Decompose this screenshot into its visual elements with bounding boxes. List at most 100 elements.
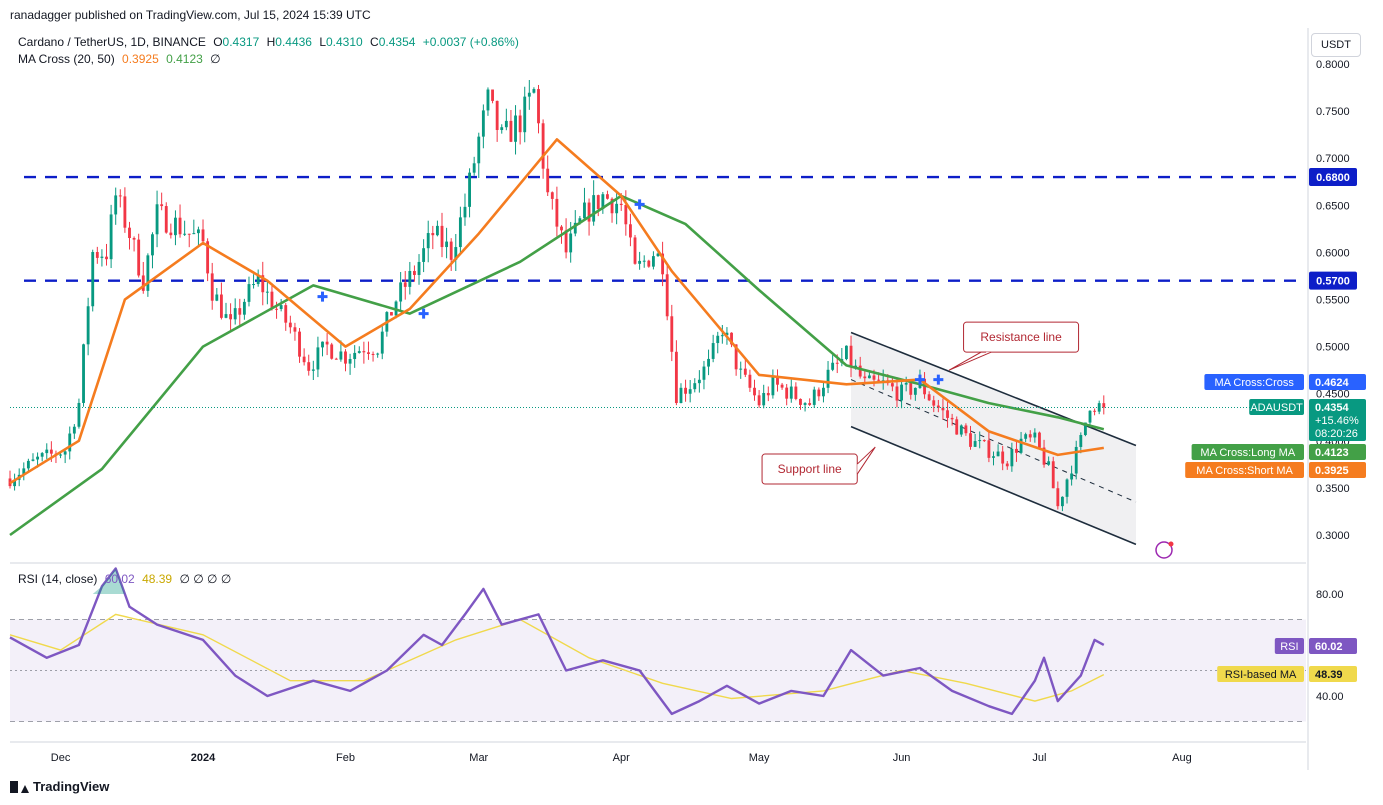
candle-body	[265, 291, 269, 293]
candle-body	[647, 260, 651, 267]
candle-body	[707, 358, 710, 367]
candle-body	[316, 347, 320, 370]
candle-body	[583, 202, 586, 219]
candle-body	[302, 356, 306, 363]
candle-body	[615, 203, 619, 214]
candle-body	[651, 256, 655, 267]
candle-body	[123, 196, 127, 228]
ma-long-line	[9, 194, 1105, 537]
rsi-value-tag	[1309, 638, 1357, 654]
candle-body	[1024, 434, 1028, 439]
ma-cross-title[interactable]: MA Cross (20, 50)	[18, 52, 115, 66]
candle-body	[743, 368, 747, 375]
candle-body	[408, 271, 412, 287]
candle-body	[1047, 461, 1051, 465]
candle-body	[826, 369, 830, 388]
candle-body	[858, 365, 862, 377]
candle-body	[49, 449, 53, 454]
symbol-title[interactable]: Cardano / TetherUS, 1D, BINANCE	[18, 35, 206, 49]
candle-body	[164, 206, 168, 233]
candle-body	[468, 172, 471, 207]
candle-body	[812, 389, 816, 405]
candle-body	[854, 365, 858, 368]
candle-body	[776, 375, 779, 385]
candle-body	[252, 284, 255, 286]
candle-body	[633, 237, 637, 264]
candle-body	[973, 441, 977, 447]
currency-button[interactable]: USDT	[1311, 33, 1361, 57]
candle-body	[141, 275, 145, 291]
candle-body	[413, 271, 416, 275]
candle-body	[629, 224, 632, 238]
candle-body	[560, 226, 563, 231]
candle-body	[578, 218, 582, 223]
candle-body	[495, 100, 499, 130]
ma-short-value: 0.3925	[122, 52, 159, 66]
candle-body	[105, 256, 108, 260]
candle-body	[422, 248, 426, 262]
candle-body	[711, 343, 715, 359]
candle-body	[192, 233, 196, 235]
candle-body	[435, 225, 439, 236]
candle-body	[187, 233, 191, 235]
candle-body	[831, 362, 835, 370]
annotation-box	[963, 321, 1080, 353]
price-legend: Cardano / TetherUS, 1D, BINANCE O0.4317 …	[18, 35, 523, 49]
candle-body	[771, 375, 775, 396]
candle-body	[601, 194, 605, 209]
rsi-line	[9, 567, 1105, 716]
candle-body	[932, 400, 936, 406]
rsi-name-tag-text: RSI	[1280, 641, 1298, 653]
candle-body	[716, 335, 720, 344]
candle-body	[321, 341, 324, 348]
candle-body	[458, 217, 462, 248]
candle-body	[1079, 435, 1083, 447]
candle-body	[1074, 446, 1078, 474]
series-name-tag-text: MA Cross:Long MA	[1200, 447, 1295, 459]
price-axis-tick: 0.4500	[1316, 389, 1350, 401]
rsi-legend: RSI (14, close) 60.02 48.39 ∅ ∅ ∅ ∅	[18, 572, 235, 586]
tradingview-footer[interactable]: TradingView	[10, 779, 109, 794]
candle-body	[872, 375, 876, 380]
rsi-ma-legend-value: 48.39	[142, 572, 173, 586]
series-name-tag-text: MA Cross:Short MA	[1196, 465, 1293, 477]
candle-body	[311, 369, 315, 371]
candle-body	[293, 327, 297, 332]
candle-body	[1038, 432, 1041, 448]
candle-body	[307, 362, 311, 371]
candle-body	[491, 89, 494, 101]
series-name-tag-text: ADAUSDT	[1250, 402, 1303, 414]
high-value: 0.4436	[275, 35, 312, 49]
candle-body	[863, 376, 867, 379]
candle-body	[849, 345, 853, 368]
candle-body	[178, 217, 182, 235]
candle-body	[256, 275, 260, 285]
rsi-overbought-fill	[92, 568, 125, 594]
series-value-tag-text: 0.4624	[1315, 377, 1350, 389]
candle-body	[1061, 496, 1064, 507]
candle-body	[155, 204, 159, 235]
candle-body	[679, 387, 683, 404]
candle-body	[118, 195, 122, 197]
candle-body	[288, 322, 292, 328]
series-change-text: +15.46%	[1315, 415, 1359, 427]
candle-body	[440, 225, 444, 248]
candle-body	[31, 459, 35, 461]
rsi-title[interactable]: RSI (14, close)	[18, 572, 98, 586]
series-name-tag	[1249, 399, 1304, 415]
series-value-tag	[1309, 462, 1366, 478]
candle-body	[486, 89, 490, 111]
time-axis-tick: Aug	[1172, 752, 1192, 764]
price-axis-tick: 0.7000	[1316, 153, 1350, 165]
series-value-tag-text: 0.3925	[1315, 465, 1349, 477]
level-price-tag	[1309, 271, 1357, 290]
low-value: 0.4310	[326, 35, 363, 49]
rsi-name-tag-text: RSI-based MA	[1225, 669, 1297, 681]
candle-body	[509, 120, 513, 142]
price-axis-tick: 0.5500	[1316, 295, 1350, 307]
change-value: +0.0037 (+0.86%)	[422, 35, 519, 49]
candle-body	[1065, 479, 1069, 497]
candle-body	[229, 314, 233, 320]
candle-body	[739, 368, 743, 370]
